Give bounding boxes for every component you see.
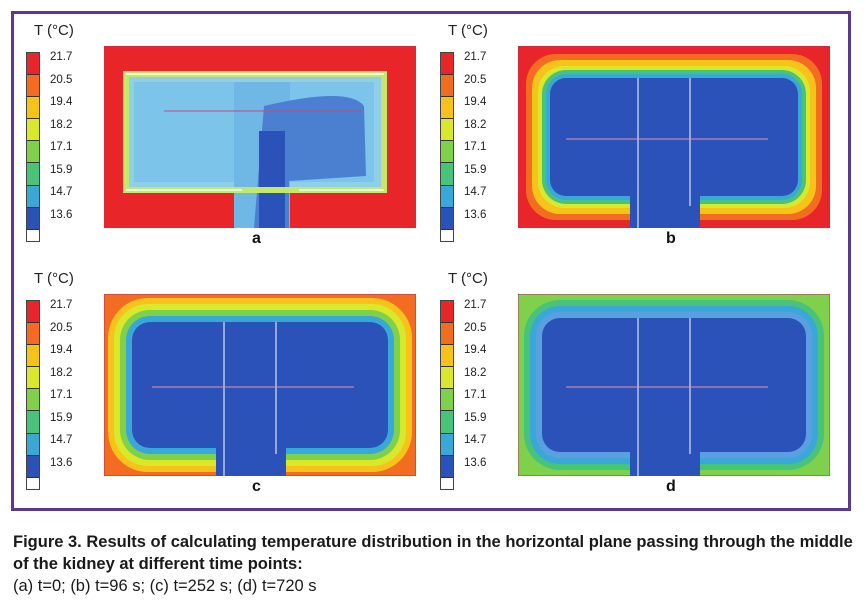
color-scale-ticks: 21.7 20.5 19.4 18.2 17.1 15.9 14.7 13.6 bbox=[464, 294, 486, 484]
color-scale-ticks: 21.7 20.5 19.4 18.2 17.1 15.9 14.7 13.6 bbox=[50, 294, 72, 484]
color-scale-band bbox=[27, 411, 39, 434]
color-scale-band bbox=[27, 367, 39, 390]
color-scale-band bbox=[27, 345, 39, 368]
color-scale-tick-label: 14.7 bbox=[50, 434, 73, 446]
color-scale-bar bbox=[26, 300, 40, 490]
color-scale-tick-label: 17.1 bbox=[464, 389, 487, 401]
color-scale-band bbox=[27, 433, 39, 456]
color-scale-band bbox=[441, 163, 453, 186]
color-scale-band bbox=[27, 97, 39, 120]
temperature-unit-label: T (°C) bbox=[448, 22, 488, 39]
color-scale-tick-label: 21.7 bbox=[464, 51, 487, 63]
color-scale-tick-label: 13.6 bbox=[50, 456, 73, 469]
panel-label-a: a bbox=[252, 230, 261, 247]
color-scale-tick-label: 13.6 bbox=[464, 208, 487, 221]
panel-d: T (°C) 21.7 20.5 19.4 18.2 17.1 15.9 14.7 13.6 … bbox=[430, 264, 840, 504]
temperature-map-d bbox=[518, 294, 830, 476]
color-scale-band bbox=[441, 433, 453, 456]
color-scale-tick-label: 18.2 bbox=[464, 118, 487, 131]
color-scale-tick-label: 15.9 bbox=[464, 411, 487, 424]
color-scale-band bbox=[441, 119, 453, 142]
panel-label-d: d bbox=[666, 478, 676, 495]
color-scale-tick-label: 19.4 bbox=[50, 96, 73, 108]
color-scale-tick-label: 17.1 bbox=[464, 141, 487, 153]
color-scale-tick-label: 13.6 bbox=[464, 456, 487, 469]
color-scale-ticks: 21.7 20.5 19.4 18.2 17.1 15.9 14.7 13.6 bbox=[464, 46, 486, 236]
color-scale-band bbox=[441, 97, 453, 120]
color-scale-tick-label: 19.4 bbox=[464, 96, 487, 108]
color-scale-tick-label: 14.7 bbox=[50, 186, 73, 198]
color-scale-band bbox=[441, 411, 453, 434]
color-scale-band bbox=[27, 207, 39, 230]
color-scale-band bbox=[441, 53, 453, 76]
figure-frame: T (°C) 21.7 20.5 19.4 18.2 17.1 15.9 14.7 13.6 … bbox=[11, 11, 851, 511]
color-scale-tick-label: 20.5 bbox=[50, 73, 73, 86]
temperature-map-a bbox=[104, 46, 416, 228]
panel-b: T (°C) 21.7 20.5 19.4 18.2 17.1 15.9 14.7 13.6 … bbox=[430, 16, 840, 256]
color-scale-tick-label: 20.5 bbox=[464, 73, 487, 86]
color-scale-band bbox=[441, 345, 453, 368]
color-scale-band bbox=[441, 141, 453, 164]
color-scale-tick-label: 18.2 bbox=[50, 366, 73, 379]
color-scale-tick-label: 21.7 bbox=[50, 51, 73, 63]
color-scale-band bbox=[441, 323, 453, 346]
color-scale-tick-label: 15.9 bbox=[50, 411, 73, 424]
panel-label-b: b bbox=[666, 230, 676, 247]
color-scale-band bbox=[27, 455, 39, 478]
color-scale-band bbox=[441, 75, 453, 98]
color-scale-ticks: 21.7 20.5 19.4 18.2 17.1 15.9 14.7 13.6 bbox=[50, 46, 72, 236]
color-scale-band bbox=[27, 185, 39, 208]
color-scale-band bbox=[441, 389, 453, 412]
panel-c: T (°C) 21.7 20.5 19.4 18.2 17.1 15.9 14.7 13.6 … bbox=[16, 264, 426, 504]
color-scale-band bbox=[27, 301, 39, 324]
color-scale-tick-label: 14.7 bbox=[464, 434, 487, 446]
color-scale-tick-label: 18.2 bbox=[50, 118, 73, 131]
color-scale-band bbox=[27, 75, 39, 98]
color-scale-bar bbox=[440, 52, 454, 242]
color-scale-tick-label: 18.2 bbox=[464, 366, 487, 379]
color-scale-tick-label: 17.1 bbox=[50, 389, 73, 401]
color-scale-tick-label: 20.5 bbox=[464, 321, 487, 334]
color-scale-tick-label: 20.5 bbox=[50, 321, 73, 334]
color-scale-tick-label: 15.9 bbox=[50, 163, 73, 176]
temperature-unit-label: T (°C) bbox=[34, 22, 74, 39]
temperature-unit-label: T (°C) bbox=[448, 270, 488, 287]
color-scale-tick-label: 17.1 bbox=[50, 141, 73, 153]
color-scale-bar bbox=[440, 300, 454, 490]
temperature-map-c bbox=[104, 294, 416, 476]
caption-details: (a) t=0; (b) t=96 s; (c) t=252 s; (d) t=… bbox=[13, 577, 317, 595]
color-scale-tick-label: 21.7 bbox=[464, 299, 487, 311]
color-scale-band bbox=[27, 389, 39, 412]
caption-title: Figure 3. Results of calculating tempera… bbox=[13, 533, 853, 573]
color-scale-tick-label: 13.6 bbox=[50, 208, 73, 221]
color-scale-band bbox=[441, 367, 453, 390]
color-scale-tick-label: 19.4 bbox=[50, 344, 73, 356]
color-scale-bar bbox=[26, 52, 40, 242]
color-scale-band bbox=[27, 323, 39, 346]
color-scale-band bbox=[441, 301, 453, 324]
color-scale-tick-label: 14.7 bbox=[464, 186, 487, 198]
temperature-unit-label: T (°C) bbox=[34, 270, 74, 287]
color-scale-band bbox=[27, 141, 39, 164]
temperature-map-b bbox=[518, 46, 830, 228]
panel-a: T (°C) 21.7 20.5 19.4 18.2 17.1 15.9 14.7 13.6 … bbox=[16, 16, 426, 256]
color-scale-band bbox=[441, 455, 453, 478]
color-scale-band bbox=[441, 185, 453, 208]
panel-label-c: c bbox=[252, 478, 261, 495]
color-scale-band bbox=[27, 53, 39, 76]
color-scale-band bbox=[441, 207, 453, 230]
color-scale-tick-label: 21.7 bbox=[50, 299, 73, 311]
color-scale-tick-label: 19.4 bbox=[464, 344, 487, 356]
color-scale-band bbox=[27, 119, 39, 142]
color-scale-band bbox=[27, 163, 39, 186]
color-scale-tick-label: 15.9 bbox=[464, 163, 487, 176]
figure-caption: Figure 3. Results of calculating tempera… bbox=[13, 531, 858, 597]
